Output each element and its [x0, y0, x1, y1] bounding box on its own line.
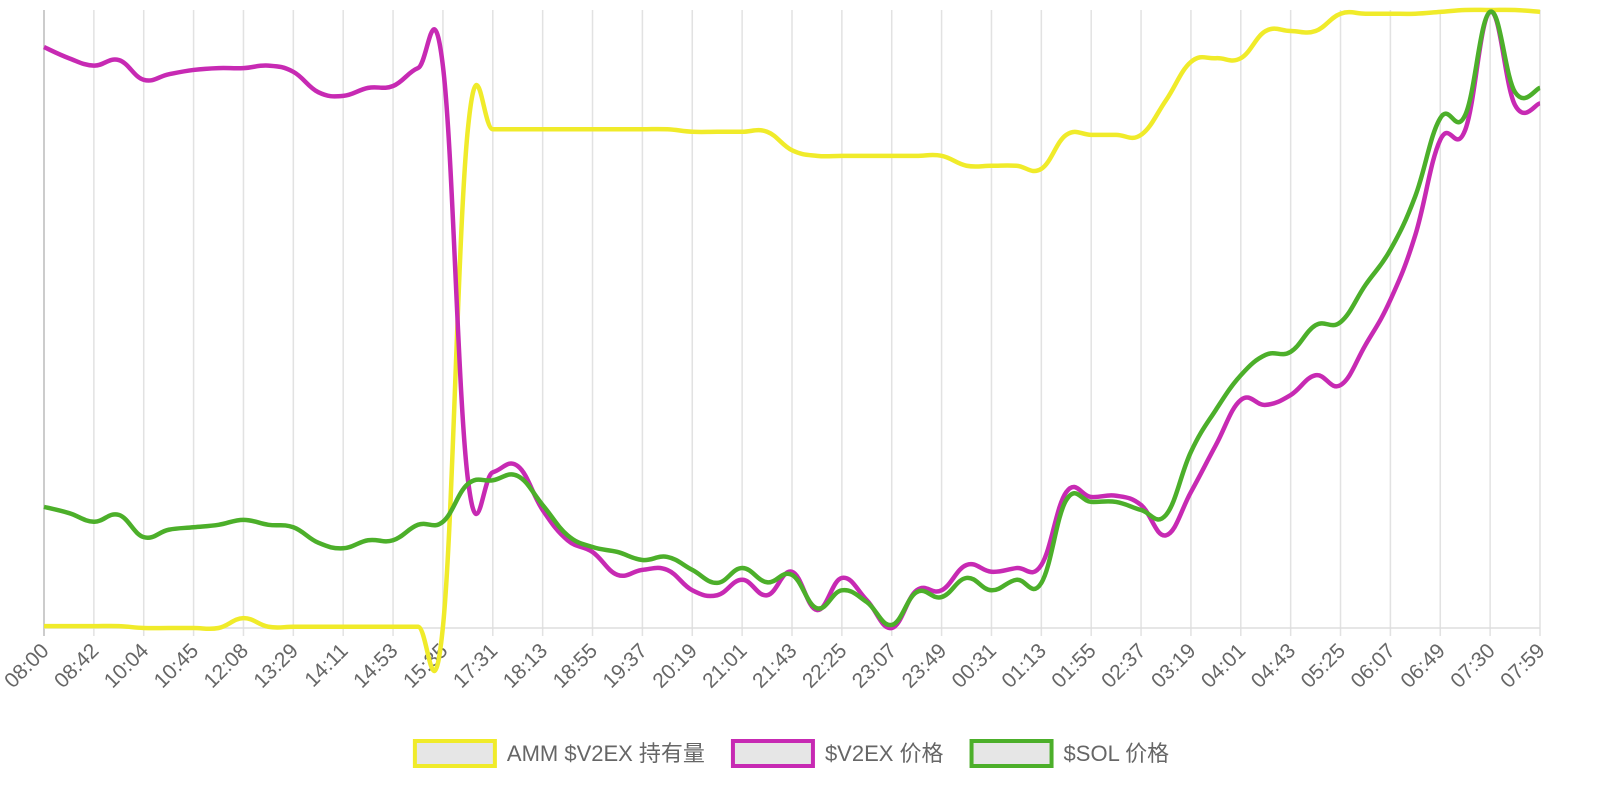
x-tick-label: 05:25 [1297, 639, 1350, 692]
x-tick-label: 14:53 [349, 639, 402, 692]
x-tick-label: 00:31 [948, 639, 1001, 692]
x-tick-label: 17:31 [449, 639, 502, 692]
x-tick-label: 01:55 [1047, 639, 1100, 692]
legend-swatch [730, 739, 815, 768]
legend-label: $V2EX 价格 [825, 741, 944, 766]
x-tick-label: 08:00 [0, 639, 53, 692]
x-tick-label: 12:08 [200, 639, 253, 692]
x-tick-label: 03:19 [1147, 639, 1200, 692]
x-tick-label: 08:42 [50, 639, 103, 692]
x-tick-label: 23:49 [898, 639, 951, 692]
x-tick-label: 23:07 [848, 639, 901, 692]
x-tick-label: 21:01 [698, 639, 751, 692]
x-tick-label: 10:04 [100, 639, 154, 693]
x-tick-label: 04:01 [1197, 639, 1250, 692]
x-tick-label: 10:45 [150, 639, 203, 692]
x-tick-label: 02:37 [1097, 639, 1150, 692]
legend: AMM $V2EX 持有量 $V2EX 价格 $SOL 价格 [412, 739, 1170, 768]
series-line [43, 9, 1542, 628]
series-line [44, 7, 1541, 674]
series-line [43, 9, 1541, 631]
x-tick-label: 06:49 [1396, 639, 1449, 692]
x-tick-label: 06:07 [1347, 639, 1400, 692]
x-tick-label: 13:29 [249, 639, 302, 692]
x-tick-label: 14:11 [300, 639, 352, 691]
legend-swatch [969, 739, 1054, 768]
x-tick-label: 20:19 [648, 639, 701, 692]
x-tick-label: 21:43 [748, 639, 801, 692]
x-tick-label: 07:30 [1446, 639, 1499, 692]
legend-label: $SOL 价格 [1064, 741, 1170, 766]
x-tick-label: 01:13 [997, 639, 1050, 692]
x-tick-label: 07:59 [1496, 639, 1549, 692]
x-tick-label: 19:37 [599, 639, 652, 692]
x-tick-label: 04:43 [1247, 639, 1300, 692]
legend-swatch [412, 739, 497, 768]
x-tick-label: 18:55 [549, 639, 602, 692]
legend-label: AMM $V2EX 持有量 [507, 741, 705, 766]
x-tick-label: 22:25 [798, 639, 851, 692]
x-tick-label: 18:13 [499, 639, 552, 692]
